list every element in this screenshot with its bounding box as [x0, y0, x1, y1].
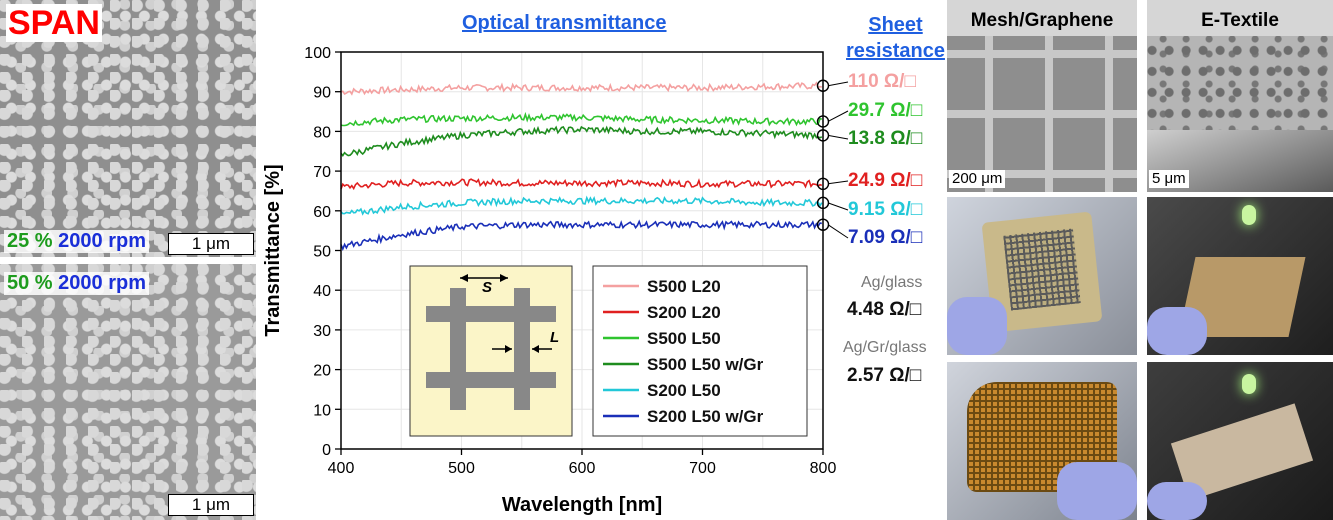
y-tick-label: 70	[313, 164, 331, 181]
leader-line	[827, 202, 849, 211]
inset-l-label: L	[550, 329, 559, 346]
mesh-grid	[947, 36, 1137, 192]
legend-label: S500 L20	[647, 277, 721, 296]
sheet-resistance-header: Sheet resistance	[846, 12, 945, 64]
mesh-photo-flex	[947, 362, 1137, 520]
leader-line	[827, 81, 849, 87]
rpm-pct-bottom: 50 %	[7, 272, 53, 294]
scale-bar-bottom: 1 μm	[168, 494, 254, 516]
y-tick-label: 80	[313, 124, 331, 141]
inset-l-arrowhead-right	[532, 345, 539, 353]
y-tick-label: 50	[313, 244, 331, 261]
etextile-scale-label: 5 μm	[1149, 170, 1189, 188]
sem-image-top	[0, 0, 256, 257]
series-line-2	[340, 178, 823, 191]
glove-left	[947, 297, 1007, 355]
legend-label: S200 L50	[647, 381, 721, 400]
series-line-4	[340, 125, 823, 158]
leader-line	[827, 224, 849, 239]
etextile-title-bg	[1147, 0, 1333, 36]
inset-background	[409, 265, 573, 437]
y-axis-label: Transmittance [%]	[262, 164, 284, 336]
x-axis-label: Wavelength [nm]	[502, 494, 662, 516]
inset-s-arrowhead-right	[500, 274, 508, 282]
leader-line	[827, 180, 849, 185]
mesh-photo-bent	[947, 197, 1137, 355]
rpm-label-top: 25 % 2000 rpm	[4, 230, 149, 253]
sheet-resistance-value: 110 Ω/□	[848, 71, 916, 92]
ag-gr-glass-value: 2.57 Ω/□	[847, 365, 922, 386]
y-tick-label: 100	[304, 45, 331, 62]
mesh-title-bg	[947, 0, 1137, 36]
chart-axes: 0 10 20 30 40 50 60 70 80 90 100 400 500 600 700 800 Wav…	[262, 45, 849, 516]
x-tick-label: 500	[448, 460, 475, 477]
rpm-speed-bottom: 2000 rpm	[58, 272, 146, 294]
y-tick-label: 20	[313, 363, 331, 380]
scale-bar-top: 1 μm	[168, 233, 254, 255]
series-line-1	[340, 81, 822, 96]
ag-gr-glass-label: Ag/Gr/glass	[843, 339, 927, 356]
led-icon-2	[1242, 374, 1256, 394]
mesh-scale-label: 200 μm	[949, 170, 1006, 188]
leader-line	[827, 110, 849, 122]
sheet-resistance-value: 24.9 Ω/□	[848, 170, 923, 191]
y-tick-label: 30	[313, 323, 331, 340]
series-line-5	[340, 195, 823, 216]
x-tick-label: 800	[810, 460, 837, 477]
y-tick-label: 10	[313, 402, 331, 419]
sem-image-bottom	[0, 264, 256, 520]
inset-bar-h1	[426, 306, 556, 322]
etextile-photo-led2	[1147, 362, 1333, 520]
series-line-6	[340, 219, 822, 252]
legend-label: S200 L50 w/Gr	[647, 407, 764, 426]
chart-legend: S500 L20 S200 L20 S500 L50 S500 L50 w/Gr S20…	[592, 265, 808, 437]
etextile-title: E-Textile	[1201, 10, 1279, 31]
etextile-photo-led1	[1147, 197, 1333, 355]
led-icon	[1242, 205, 1256, 225]
sheet-resistance-value: 13.8 Ω/□	[848, 128, 923, 149]
y-tick-label: 60	[313, 204, 331, 221]
transmittance-chart: S L 0 10 20 30 40 50 60 70 80 90 100 400 500 600 700 80…	[262, 45, 849, 516]
inset-s-label: S	[482, 279, 492, 296]
glove-right	[1057, 462, 1137, 520]
glove-etextile-1	[1147, 307, 1207, 355]
series-line-3	[340, 111, 822, 127]
sheet-header-line2: resistance	[846, 40, 945, 62]
legend-label: S200 L20	[647, 303, 721, 322]
span-title: SPAN	[6, 4, 102, 42]
glove-etextile-2	[1147, 482, 1207, 520]
mesh-sem-image	[947, 0, 1137, 192]
inset-bar-h2	[426, 372, 556, 388]
sheet-resistance-value: 29.7 Ω/□	[848, 100, 923, 121]
y-tick-label: 40	[313, 283, 331, 300]
leader-line	[827, 134, 849, 140]
ag-glass-value: 4.48 Ω/□	[847, 299, 922, 320]
sheet-header-line1: Sheet	[868, 14, 923, 36]
y-tick-label: 0	[322, 442, 331, 459]
legend-box	[592, 265, 808, 437]
sheet-resistance-value: 7.09 Ω/□	[848, 227, 923, 248]
mesh-inset: S L	[409, 265, 573, 437]
y-tick-label: 90	[313, 85, 331, 102]
legend-label: S500 L50	[647, 329, 721, 348]
mesh-pattern	[1003, 228, 1081, 311]
mesh-graphene-title: Mesh/Graphene	[970, 10, 1114, 31]
rpm-label-bottom: 50 % 2000 rpm	[4, 272, 149, 295]
rpm-pct-top: 25 %	[7, 230, 53, 252]
legend-label: S500 L50 w/Gr	[647, 355, 764, 374]
chart-title: Optical transmittance	[462, 12, 667, 34]
ag-glass-label: Ag/glass	[861, 274, 923, 291]
sheet-resistance-value: 9.15 Ω/□	[848, 199, 923, 220]
chart-series	[340, 81, 823, 252]
inset-l-arrowhead-left	[505, 345, 512, 353]
x-tick-label: 600	[569, 460, 596, 477]
x-tick-label: 700	[689, 460, 716, 477]
inset-s-arrowhead-left	[460, 274, 468, 282]
rpm-speed-top: 2000 rpm	[58, 230, 146, 252]
x-tick-label: 400	[328, 460, 355, 477]
